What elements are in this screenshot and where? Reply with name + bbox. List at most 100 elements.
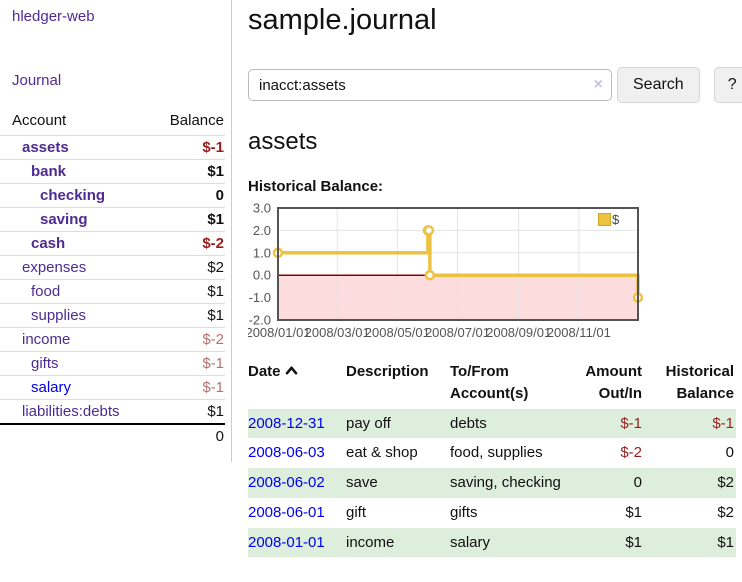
clear-search-icon[interactable]: × (593, 76, 603, 93)
svg-text:2008/07/01: 2008/07/01 (425, 325, 490, 340)
account-link[interactable]: income (22, 331, 71, 348)
date-column-label: Date (248, 363, 281, 380)
register-col-accounts: To/From Account(s) (450, 359, 578, 409)
transaction-date-link[interactable]: 2008-06-01 (248, 503, 325, 521)
transaction-date-link[interactable]: 2008-12-31 (248, 414, 325, 432)
accounts-column-label-2: Account(s) (450, 384, 529, 402)
account-link[interactable]: saving (40, 211, 88, 228)
sidebar-item-journal[interactable]: Journal (12, 72, 62, 89)
account-link[interactable]: assets (22, 139, 69, 156)
account-balance: $-2 (144, 327, 225, 352)
svg-text:-2.0: -2.0 (249, 313, 271, 328)
transaction-date-link[interactable]: 2008-01-01 (248, 533, 325, 551)
account-link[interactable]: supplies (31, 307, 87, 324)
transaction-balance: $2 (644, 468, 736, 498)
svg-text:3.0: 3.0 (253, 203, 271, 216)
register-col-balance: Historical Balance (644, 359, 736, 409)
register-row: 2008-06-03 eat & shop food, supplies $-2 0 (248, 438, 736, 468)
balance-column-label-1: Historical (665, 363, 734, 380)
transaction-amount: 0 (578, 468, 644, 498)
account-link[interactable]: expenses (22, 259, 87, 276)
account-balance: $1 (144, 279, 225, 304)
transaction-date-link[interactable]: 2008-06-03 (248, 444, 325, 462)
transaction-amount: $1 (625, 503, 642, 521)
transaction-accounts: food, supplies (450, 444, 543, 462)
legend-label: $ (612, 212, 620, 227)
account-link[interactable]: cash (31, 235, 66, 252)
search-button[interactable]: Search (617, 67, 700, 103)
account-link[interactable]: bank (31, 163, 67, 180)
transaction-description: save (346, 468, 450, 498)
account-balance: $1 (144, 399, 225, 424)
transaction-description: pay off (346, 408, 450, 439)
account-row: supplies $1 (0, 303, 225, 328)
accounts-total-spacer (0, 423, 145, 448)
account-balance: $2 (144, 255, 225, 280)
register-row: 2008-01-01 income salary $1 $1 (248, 527, 736, 558)
transaction-balance: $1 (644, 527, 736, 558)
account-balance: $1 (144, 159, 225, 184)
account-row: checking 0 (0, 183, 225, 208)
transaction-balance: 0 (725, 444, 734, 462)
account-link[interactable]: liabilities:debts (22, 403, 120, 420)
account-row: saving $1 (0, 207, 225, 232)
accounts-table: Account Balance assets $-1 bank $1 checking 0… (0, 108, 225, 448)
page-title: sample.journal (248, 4, 437, 36)
transaction-amount: $1 (578, 527, 644, 558)
register-table: Date Description To/From Account(s) Amou… (248, 359, 736, 558)
accounts-col-balance: Balance (169, 112, 224, 129)
help-button[interactable]: ? (713, 67, 742, 103)
account-balance: $1 (144, 207, 225, 232)
chart-legend: $ (598, 212, 619, 227)
accounts-total-row: 0 (0, 423, 225, 448)
legend-swatch-icon (598, 213, 611, 226)
chart-canvas: 3.0 2.0 1.0 0.0 -1.0 -2.02008/01/012008/03/01… (248, 203, 644, 340)
sort-ascending-icon (285, 361, 298, 383)
amount-column-label-2: Out/In (598, 384, 642, 402)
search-input[interactable] (248, 69, 612, 101)
account-balance: $-1 (144, 135, 225, 160)
register-header-row: Date Description To/From Account(s) Amou… (248, 359, 736, 409)
brand-link[interactable]: hledger-web (12, 8, 95, 25)
transaction-accounts: gifts (450, 503, 478, 521)
register-col-amount: Amount Out/In (578, 359, 644, 409)
svg-text:2.0: 2.0 (253, 223, 271, 238)
account-row: expenses $2 (0, 255, 225, 280)
svg-text:1.0: 1.0 (253, 245, 271, 260)
svg-text:2008/09/01: 2008/09/01 (486, 325, 551, 340)
amount-column-label-1: Amount (585, 363, 642, 380)
transaction-description: income (346, 527, 450, 558)
account-link[interactable]: gifts (31, 355, 59, 372)
account-row: income $-2 (0, 327, 225, 352)
account-balance: $-1 (144, 351, 225, 376)
account-balance: $1 (144, 303, 225, 328)
register-col-date[interactable]: Date (248, 359, 346, 409)
account-link[interactable]: salary (31, 379, 72, 396)
svg-text:2008/03/01: 2008/03/01 (305, 325, 370, 340)
transaction-date-link[interactable]: 2008-06-02 (248, 474, 325, 491)
register-col-description: Description (346, 363, 429, 380)
accounts-col-account: Account (12, 112, 67, 129)
account-balance: 0 (144, 183, 225, 208)
accounts-total-value: 0 (144, 423, 225, 448)
svg-text:2008/01/01: 2008/01/01 (248, 325, 311, 340)
account-heading: assets (248, 128, 318, 155)
transaction-accounts: saving, checking (450, 468, 578, 498)
register-row: 2008-06-01 gift gifts $1 $2 (248, 498, 736, 528)
transaction-balance: $-1 (644, 408, 736, 439)
account-link[interactable]: food (31, 283, 61, 300)
search-bar: × Search ? (248, 67, 742, 103)
historical-balance-chart: 3.0 2.0 1.0 0.0 -1.0 -2.0 2008/01/01 2008/03/01… (248, 203, 648, 341)
svg-text:2008/11/01: 2008/11/01 (547, 325, 611, 340)
svg-text:0.0: 0.0 (253, 268, 271, 283)
transaction-accounts: debts (450, 408, 578, 439)
account-link[interactable]: checking (40, 187, 106, 204)
balance-column-label-2: Balance (676, 384, 734, 402)
transaction-amount: $-2 (620, 444, 642, 462)
register-row: 2008-06-02 save saving, checking 0 $2 (248, 468, 736, 498)
chart-title: Historical Balance: (248, 178, 384, 195)
transaction-description: eat & shop (346, 444, 418, 462)
account-row: salary $-1 (0, 375, 225, 400)
transaction-amount: $-1 (578, 408, 644, 439)
account-row: assets $-1 (0, 135, 225, 160)
